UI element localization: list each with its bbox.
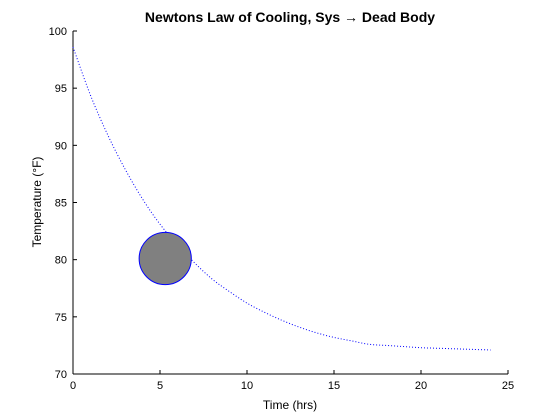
x-tick-label: 10	[241, 380, 253, 392]
y-tick-label: 85	[55, 198, 67, 210]
chart-title: Newtons Law of Cooling, Sys → Dead Body	[145, 9, 435, 25]
x-tick-label: 0	[70, 380, 76, 392]
body-marker-circle	[138, 231, 192, 286]
y-axis-label: Temperature (°F)	[30, 157, 44, 248]
x-tick-label: 25	[502, 380, 514, 392]
y-tick-label: 95	[55, 83, 67, 95]
x-axis-label: Time (hrs)	[263, 398, 317, 412]
plot-area: 0 5 10 15 20 25 70 75 80 85 90 95 100	[49, 26, 514, 392]
x-tick-label: 5	[157, 380, 163, 392]
x-tick-label: 15	[328, 380, 340, 392]
y-tick-label: 90	[55, 140, 67, 152]
y-tick-label: 75	[55, 312, 67, 324]
y-tick-label: 80	[55, 255, 67, 267]
y-tick-label: 100	[49, 26, 67, 38]
y-tick-label: 70	[55, 369, 67, 381]
x-tick-label: 20	[415, 380, 427, 392]
